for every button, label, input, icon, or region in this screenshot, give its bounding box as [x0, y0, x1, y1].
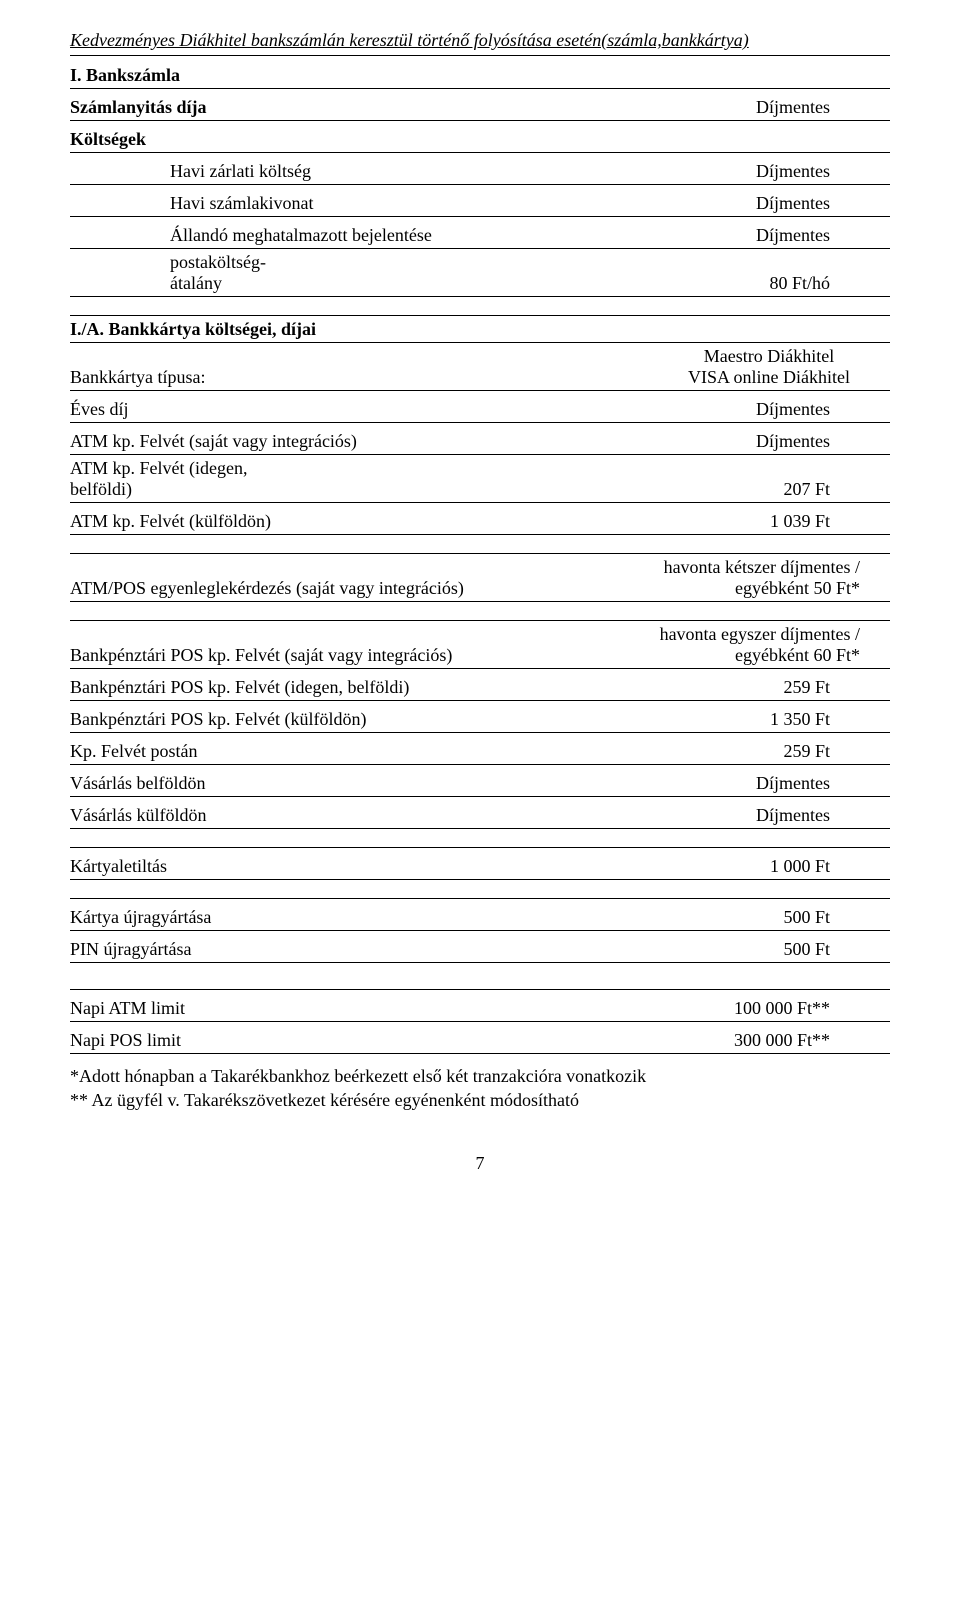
page-number: 7	[70, 1153, 890, 1174]
gap	[70, 297, 890, 315]
row-atm-pos-egyenleg: ATM/POS egyenleglekérdezés (saját vagy i…	[70, 553, 890, 602]
value: Díjmentes	[756, 399, 890, 420]
gap	[70, 602, 890, 620]
label: Havi zárlati költség	[70, 161, 756, 182]
value: 1 039 Ft	[770, 511, 890, 532]
label: Kártya újragyártása	[70, 907, 783, 928]
label: ATM kp. Felvét (idegen, belföldi)	[70, 458, 783, 500]
value: Díjmentes	[756, 161, 890, 182]
row-szamlanyitas: Számlanyitás díja Díjmentes	[70, 89, 890, 121]
row-allando-meghatalmazott: Állandó meghatalmazott bejelentése Díjme…	[70, 217, 890, 249]
label: postaköltség- átalány	[70, 252, 769, 294]
gap	[70, 535, 890, 553]
row-bankpenztari-kulfoldon: Bankpénztári POS kp. Felvét (külföldön) …	[70, 701, 890, 733]
value: 1 350 Ft	[770, 709, 890, 730]
value: 80 Ft/hó	[769, 273, 890, 294]
value: 259 Ft	[783, 741, 890, 762]
label: Vásárlás külföldön	[70, 805, 756, 826]
value: Díjmentes	[756, 193, 890, 214]
gap	[70, 829, 890, 847]
label: Bankkártya típusa:	[70, 367, 688, 388]
value: Díjmentes	[756, 431, 890, 452]
row-havi-zarlati: Havi zárlati költség Díjmentes	[70, 153, 890, 185]
footnote-2: ** Az ügyfél v. Takarékszövetkezet kérés…	[70, 1088, 890, 1112]
section2-heading: I./A. Bankkártya költségei, díjai	[70, 315, 890, 343]
label: Állandó meghatalmazott bejelentése	[70, 225, 756, 246]
page-title: Kedvezményes Diákhitel bankszámlán keres…	[70, 30, 890, 51]
row-koltsegek: Költségek	[70, 121, 890, 153]
label: ATM kp. Felvét (külföldön)	[70, 511, 770, 532]
label: Költségek	[70, 129, 830, 150]
row-vasarlas-kulfoldon: Vásárlás külföldön Díjmentes	[70, 797, 890, 829]
row-vasarlas-belfoldon: Vásárlás belföldön Díjmentes	[70, 765, 890, 797]
section1-heading: I. Bankszámla	[70, 62, 890, 89]
value: 1 000 Ft	[770, 856, 890, 877]
gap	[70, 880, 890, 898]
value: Díjmentes	[756, 805, 890, 826]
row-napi-atm-limit: Napi ATM limit 100 000 Ft**	[70, 989, 890, 1022]
value: 259 Ft	[783, 677, 890, 698]
footnotes: *Adott hónapban a Takarékbankhoz beérkez…	[70, 1064, 890, 1113]
label: Kp. Felvét postán	[70, 741, 783, 762]
row-atm-kulfoldon: ATM kp. Felvét (külföldön) 1 039 Ft	[70, 503, 890, 535]
row-atm-sajat: ATM kp. Felvét (saját vagy integrációs) …	[70, 423, 890, 455]
title-underline	[70, 55, 890, 56]
label: PIN újragyártása	[70, 939, 783, 960]
value: 500 Ft	[783, 939, 890, 960]
value: 100 000 Ft**	[734, 998, 890, 1019]
row-postakoltseg: postaköltség- átalány 80 Ft/hó	[70, 249, 890, 297]
gap	[70, 963, 890, 989]
label: Napi ATM limit	[70, 998, 734, 1019]
row-bankkartya-tipusa: Bankkártya típusa: Maestro Diákhitel VIS…	[70, 343, 890, 391]
row-eves-dij: Éves díj Díjmentes	[70, 391, 890, 423]
value: Díjmentes	[756, 773, 890, 794]
value: Díjmentes	[756, 97, 890, 118]
footnote-1: *Adott hónapban a Takarékbankhoz beérkez…	[70, 1064, 890, 1088]
section1-heading-text: I. Bankszámla	[70, 65, 180, 85]
row-havi-szamlakivonat: Havi számlakivonat Díjmentes	[70, 185, 890, 217]
label: Számlanyitás díja	[70, 97, 756, 118]
label: Kártyaletiltás	[70, 856, 770, 877]
label: Vásárlás belföldön	[70, 773, 756, 794]
value: havonta kétszer díjmentes / egyébként 50…	[664, 557, 890, 599]
label: ATM kp. Felvét (saját vagy integrációs)	[70, 431, 756, 452]
row-kp-felvet-postan: Kp. Felvét postán 259 Ft	[70, 733, 890, 765]
label: Bankpénztári POS kp. Felvét (saját vagy …	[70, 645, 660, 666]
label: Napi POS limit	[70, 1030, 734, 1051]
row-bankpenztari-sajat: Bankpénztári POS kp. Felvét (saját vagy …	[70, 620, 890, 669]
row-pin-ujragyartas: PIN újragyártása 500 Ft	[70, 931, 890, 963]
value: 207 Ft	[783, 479, 890, 500]
row-kartyaletiltas: Kártyaletiltás 1 000 Ft	[70, 847, 890, 880]
label: Éves díj	[70, 399, 756, 420]
row-napi-pos-limit: Napi POS limit 300 000 Ft**	[70, 1022, 890, 1054]
row-atm-idegen: ATM kp. Felvét (idegen, belföldi) 207 Ft	[70, 455, 890, 503]
section2-heading-text: I./A. Bankkártya költségei, díjai	[70, 319, 316, 339]
row-kartya-ujragyartas: Kártya újragyártása 500 Ft	[70, 898, 890, 931]
row-bankpenztari-idegen: Bankpénztári POS kp. Felvét (idegen, bel…	[70, 669, 890, 701]
label: Havi számlakivonat	[70, 193, 756, 214]
value: 500 Ft	[783, 907, 890, 928]
value: Maestro Diákhitel VISA online Diákhitel	[688, 346, 890, 388]
value: 300 000 Ft**	[734, 1030, 890, 1051]
label: Bankpénztári POS kp. Felvét (külföldön)	[70, 709, 770, 730]
label: ATM/POS egyenleglekérdezés (saját vagy i…	[70, 578, 664, 599]
label: Bankpénztári POS kp. Felvét (idegen, bel…	[70, 677, 783, 698]
value: havonta egyszer díjmentes / egyébként 60…	[660, 624, 890, 666]
value: Díjmentes	[756, 225, 890, 246]
